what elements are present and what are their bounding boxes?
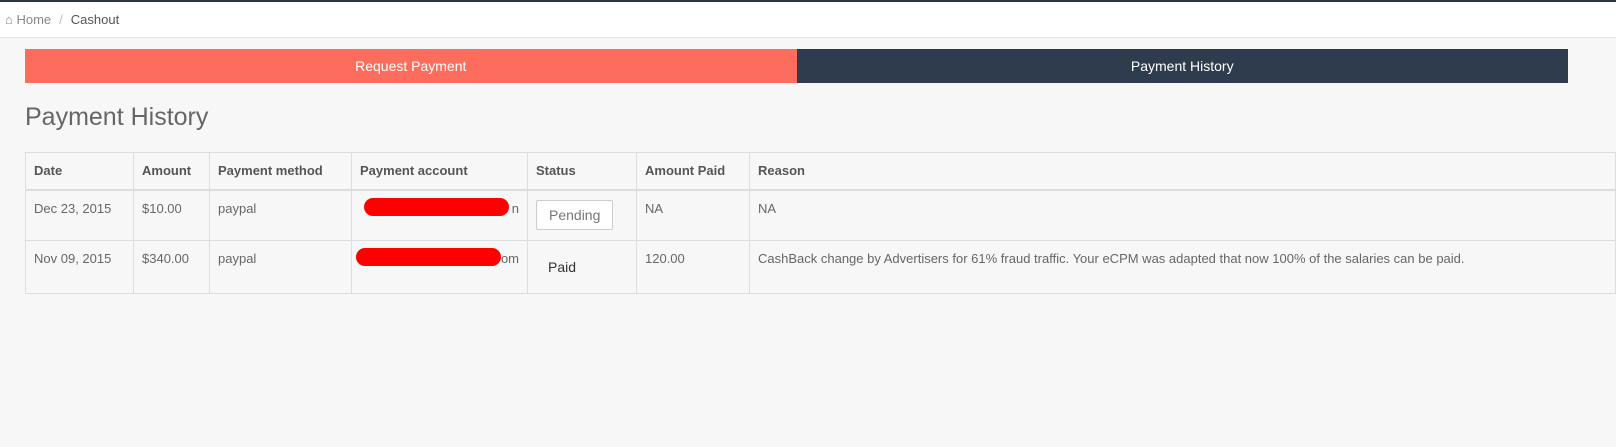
cell-amount: $340.00	[133, 240, 210, 294]
cell-date: Dec 23, 2015	[25, 189, 134, 241]
cell-amount-paid: 120.00	[636, 240, 750, 294]
page-title: Payment History	[25, 103, 209, 131]
header-amount-paid: Amount Paid	[636, 152, 750, 191]
header-date: Date	[25, 152, 134, 191]
header-payment-method: Payment method	[209, 152, 352, 191]
top-bar	[0, 0, 1616, 2]
cell-reason: NA	[749, 189, 1616, 241]
cell-date: Nov 09, 2015	[25, 240, 134, 294]
table-row: Dec 23, 2015 $10.00 paypal n Pending NA …	[25, 189, 1616, 241]
cell-reason: CashBack change by Advertisers for 61% f…	[749, 240, 1616, 294]
cell-account: om	[351, 240, 528, 294]
cell-status: Pending	[527, 189, 637, 241]
breadcrumb: ⌂ Home / Cashout	[0, 2, 1616, 38]
breadcrumb-home[interactable]: ⌂ Home	[5, 12, 52, 27]
header-amount: Amount	[133, 152, 210, 191]
cell-account: n	[351, 189, 528, 241]
cell-method: paypal	[209, 189, 352, 241]
header-reason: Reason	[749, 152, 1616, 191]
header-status: Status	[527, 152, 637, 191]
breadcrumb-separator: /	[59, 12, 63, 27]
payment-history-table: Date Amount Payment method Payment accou…	[25, 152, 1616, 294]
redaction-mark	[356, 248, 501, 266]
cashout-tabs: Request Payment Payment History	[25, 49, 1568, 83]
cell-method: paypal	[209, 240, 352, 294]
tab-payment-history[interactable]: Payment History	[796, 49, 1568, 83]
cell-amount-paid: NA	[636, 189, 750, 241]
status-paid: Paid	[548, 259, 577, 275]
cell-status: Paid	[527, 240, 637, 294]
home-icon: ⌂	[5, 12, 13, 27]
tab-request-payment[interactable]: Request Payment	[25, 49, 797, 83]
breadcrumb-current: Cashout	[70, 12, 120, 27]
table-row: Nov 09, 2015 $340.00 paypal om Paid 120.…	[25, 240, 1616, 294]
header-payment-account: Payment account	[351, 152, 528, 191]
redaction-mark	[364, 197, 509, 216]
status-pending-button[interactable]: Pending	[536, 199, 614, 230]
cell-amount: $10.00	[133, 189, 210, 241]
